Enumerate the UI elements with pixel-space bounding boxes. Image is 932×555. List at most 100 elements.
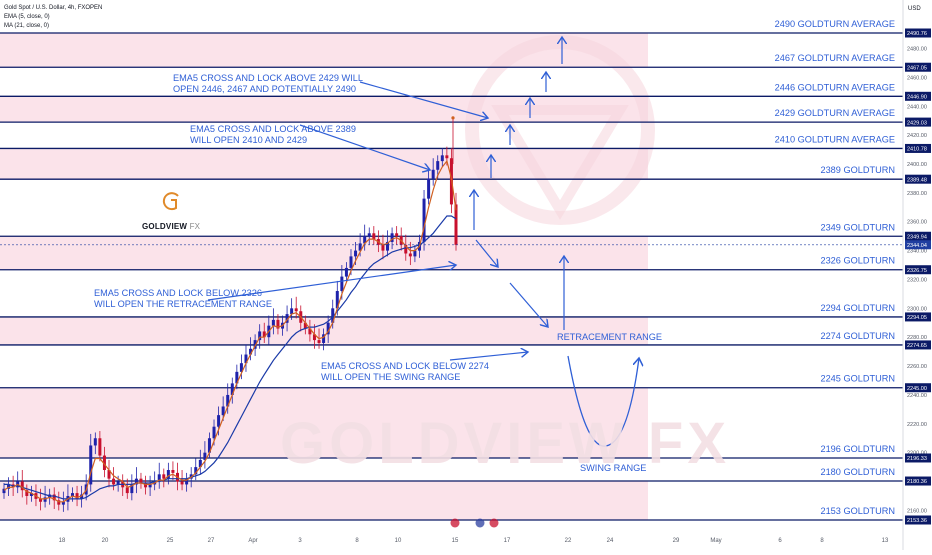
candle-body (349, 256, 353, 268)
x-tick-label: 15 (452, 538, 459, 544)
retracement-range-label: RETRACEMENT RANGE (557, 332, 662, 342)
projection-arrow[interactable] (359, 81, 488, 118)
ma-indicator-label[interactable]: MA (21, close, 0) (4, 23, 50, 29)
candle-body (144, 482, 148, 488)
y-tick-label: 2300.00 (907, 306, 927, 312)
candle-body (198, 459, 202, 468)
level-label: 2446 GOLDTURN AVERAGE (775, 82, 895, 92)
range-band (0, 481, 648, 520)
y-tick-label: 2320.00 (907, 277, 927, 283)
projection-arrow[interactable] (207, 265, 456, 301)
candle-body (422, 198, 426, 242)
candle-body (230, 383, 234, 395)
candle-body (98, 438, 102, 456)
price-tag (905, 62, 931, 72)
candle-body (454, 204, 458, 245)
candle-body (43, 497, 47, 502)
candle-body (244, 354, 248, 364)
event-marker-icon[interactable] (475, 518, 485, 528)
candle-body (226, 394, 230, 407)
candle-body (358, 243, 362, 251)
price-tag (905, 453, 931, 463)
price-tag (905, 231, 931, 241)
price-tag-text: 2326.75 (907, 268, 927, 274)
candle-body (203, 452, 207, 460)
ema-indicator-label[interactable]: EMA (5, close, 0) (4, 14, 50, 20)
level-label: 2180 GOLDTURN (820, 467, 895, 477)
price-tag-text: 2245.00 (907, 386, 927, 392)
candle-body (212, 426, 216, 439)
price-tag (905, 28, 931, 38)
range-band (0, 236, 648, 270)
candle-body (162, 474, 166, 479)
y-tick-label: 2460.00 (907, 75, 927, 81)
candle-body (390, 233, 394, 242)
candle-body (7, 484, 11, 489)
x-tick-label: 6 (778, 538, 782, 544)
event-marker-icon[interactable] (489, 518, 499, 528)
x-tick-label: 3 (298, 538, 302, 544)
candle-body (75, 493, 79, 499)
price-tag-text: 2490.76 (907, 31, 927, 37)
annotation-text: WILL OPEN 2410 AND 2429 (190, 135, 307, 145)
projection-arrow[interactable] (475, 239, 498, 267)
candle-body (116, 481, 120, 485)
candle-body (102, 455, 106, 471)
candle-body (61, 501, 65, 505)
candle-body (413, 250, 417, 257)
candle-body (134, 478, 138, 485)
level-label: 2274 GOLDTURN (820, 331, 895, 341)
y-tick-label: 2420.00 (907, 133, 927, 139)
candle-body (139, 478, 143, 483)
price-tag (905, 476, 931, 486)
level-label: 2429 GOLDTURN AVERAGE (775, 108, 895, 118)
level-label: 2349 GOLDTURN (820, 222, 895, 232)
candle-body (221, 406, 225, 416)
price-tag (905, 117, 931, 127)
time-axis: 18 20 25 27 Apr 3 8 10 15 17 22 24 29 May 6 8 13 (59, 518, 889, 544)
candle-body (166, 470, 170, 479)
axis-background (903, 0, 932, 550)
current-price-tag (905, 240, 931, 250)
candle-body (157, 474, 161, 482)
swing-arc-arrow[interactable] (567, 355, 639, 447)
x-tick-label: May (710, 538, 721, 544)
price-tag-text: 2467.05 (907, 65, 927, 71)
event-marker-icon[interactable] (450, 518, 460, 528)
x-tick-label: 8 (355, 538, 359, 544)
watermark-logo (465, 35, 655, 225)
y-tick-label: 2160.00 (907, 508, 927, 514)
candle-body (276, 319, 280, 329)
x-tick-label: Apr (248, 538, 257, 544)
candle-body (344, 267, 348, 277)
x-tick-label: 29 (673, 538, 680, 544)
x-tick-label: 18 (59, 538, 66, 544)
projection-arrow[interactable] (299, 124, 430, 170)
current-price-text: 2344.04 (907, 243, 927, 249)
high-marker (451, 116, 455, 120)
candle-body (335, 291, 339, 309)
candle-body (404, 244, 408, 254)
price-tag-text: 2429.03 (907, 120, 927, 126)
projection-arrow[interactable] (509, 282, 548, 327)
y-tick-label: 2260.00 (907, 364, 927, 370)
candle-body (29, 493, 33, 496)
candle-body (312, 334, 316, 341)
watermark-text: GOLDVIEW FX (280, 411, 730, 476)
range-band (0, 387, 648, 458)
price-tag (905, 143, 931, 153)
candle-body (440, 155, 444, 162)
candle-body (25, 490, 29, 496)
candle-body (217, 415, 221, 427)
projection-arrow[interactable] (449, 352, 528, 361)
candle-body (253, 340, 257, 349)
currency-label[interactable]: USD (908, 6, 921, 12)
annotation-text: OPEN 2446, 2467 AND POTENTIALLY 2490 (173, 84, 356, 94)
annotation-text: EMA5 CROSS AND LOCK ABOVE 2429 WILL (173, 73, 363, 83)
y-tick-label: 2280.00 (907, 335, 927, 341)
candle-body (340, 276, 344, 292)
candle-body (235, 371, 239, 384)
